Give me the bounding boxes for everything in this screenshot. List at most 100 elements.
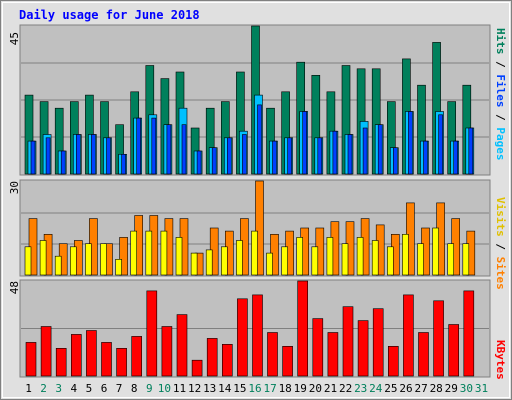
day-label: 22 (339, 382, 352, 395)
day-label: 19 (294, 382, 307, 395)
hits-panel-legend: Hits / Files / Pages (494, 28, 507, 161)
pages-bar (453, 140, 459, 175)
day-label: 26 (399, 382, 412, 395)
pages-bar (423, 140, 428, 175)
chart-bars (24, 25, 476, 377)
pages-bar (362, 127, 368, 175)
visits-bar (175, 237, 183, 276)
day-labels: 1 2 3 4 5 6 7 8 9 10 11 12 13 14 15 16 17 18 19 20 21 22 23 24 2… (25, 382, 488, 395)
kbytes-bar (327, 332, 339, 377)
kbytes-bar (387, 345, 399, 377)
day-label: 24 (369, 382, 383, 395)
kbytes-y-max-label: 48 (8, 281, 21, 294)
visits-bar (130, 230, 137, 276)
sites-bar (119, 237, 128, 276)
day-label: 13 (203, 382, 216, 395)
pages-bar (272, 140, 277, 175)
kbytes-bar (252, 294, 263, 377)
visits-bar (386, 246, 394, 276)
visits-bar (266, 252, 273, 276)
pages-bar (438, 114, 443, 175)
visits-bar (432, 227, 439, 276)
kbytes-bar (101, 342, 112, 377)
visits-bar (24, 246, 32, 276)
visits-bar (417, 243, 424, 276)
visits-bar (462, 243, 470, 276)
day-label: 25 (384, 382, 397, 395)
day-label: 18 (279, 382, 292, 395)
visits-bar (356, 237, 364, 276)
visits-bar (85, 243, 92, 276)
day-label: 29 (445, 382, 458, 395)
day-label: 6 (101, 382, 108, 395)
kbytes-bar (463, 290, 475, 377)
pages-bar (317, 137, 323, 175)
day-label: 15 (233, 382, 246, 395)
visits-bar (326, 237, 334, 276)
visits-bar (311, 246, 319, 276)
pages-bar (227, 137, 232, 175)
sites-panel-legend: Visits / Sites (494, 197, 507, 290)
pages-bar (257, 104, 262, 175)
pages-bar (392, 147, 398, 175)
visits-bar (100, 243, 107, 276)
pages-bar (211, 147, 217, 175)
kbytes-bar (448, 324, 460, 377)
kbytes-bar (372, 308, 384, 377)
pages-bar (136, 117, 141, 175)
day-label: 12 (188, 382, 201, 395)
day-label: 23 (354, 382, 367, 395)
visits-bar (281, 246, 288, 276)
pages-bar (408, 111, 413, 175)
day-label: 31 (475, 382, 488, 395)
visits-bar (39, 240, 47, 276)
visits-bar (371, 240, 379, 276)
legend-sites: Sites (494, 257, 507, 290)
kbytes-bar (433, 300, 444, 377)
day-label: 21 (324, 382, 337, 395)
visits-bar (160, 230, 168, 276)
day-label: 16 (248, 382, 261, 395)
day-label: 5 (86, 382, 93, 395)
day-label: 28 (430, 382, 443, 395)
visits-bar (190, 252, 198, 276)
pages-bar (196, 150, 202, 175)
kbytes-bar (222, 343, 233, 377)
day-label: 2 (40, 382, 47, 395)
visits-bar (70, 246, 77, 276)
pages-bar (181, 124, 187, 175)
day-label: 14 (218, 382, 232, 395)
kbytes-bar (403, 294, 414, 377)
pages-bar (45, 137, 51, 175)
visits-bar (54, 255, 62, 276)
kbytes-bar (237, 298, 248, 377)
visits-bar (296, 237, 304, 276)
kbytes-bar (297, 280, 309, 377)
sites-y-max-label: 30 (8, 181, 21, 194)
visits-bar (251, 230, 258, 276)
day-label: 7 (116, 382, 123, 395)
kbytes-bar (146, 290, 158, 377)
kbytes-bar (357, 320, 369, 377)
pages-bar (287, 137, 292, 175)
hits-y-max-label: 45 (8, 32, 21, 45)
day-label: 11 (173, 382, 186, 395)
day-label: 9 (146, 382, 153, 395)
kbytes-bar (282, 345, 293, 377)
kbytes-bar (267, 332, 278, 377)
visits-bar (115, 258, 122, 276)
kbytes-bar (342, 306, 354, 377)
pages-bar (347, 134, 353, 175)
day-label: 10 (158, 382, 171, 395)
chart-title: Daily usage for June 2018 (19, 8, 200, 22)
kbytes-bar (40, 326, 52, 377)
pages-bar (332, 130, 338, 175)
kbytes-bar (131, 336, 142, 377)
pages-bar (91, 134, 96, 175)
legend-hits: Hits (494, 28, 507, 55)
legend-visits: Visits (494, 197, 507, 237)
kbytes-bar (191, 359, 203, 377)
pages-bar (106, 137, 111, 175)
